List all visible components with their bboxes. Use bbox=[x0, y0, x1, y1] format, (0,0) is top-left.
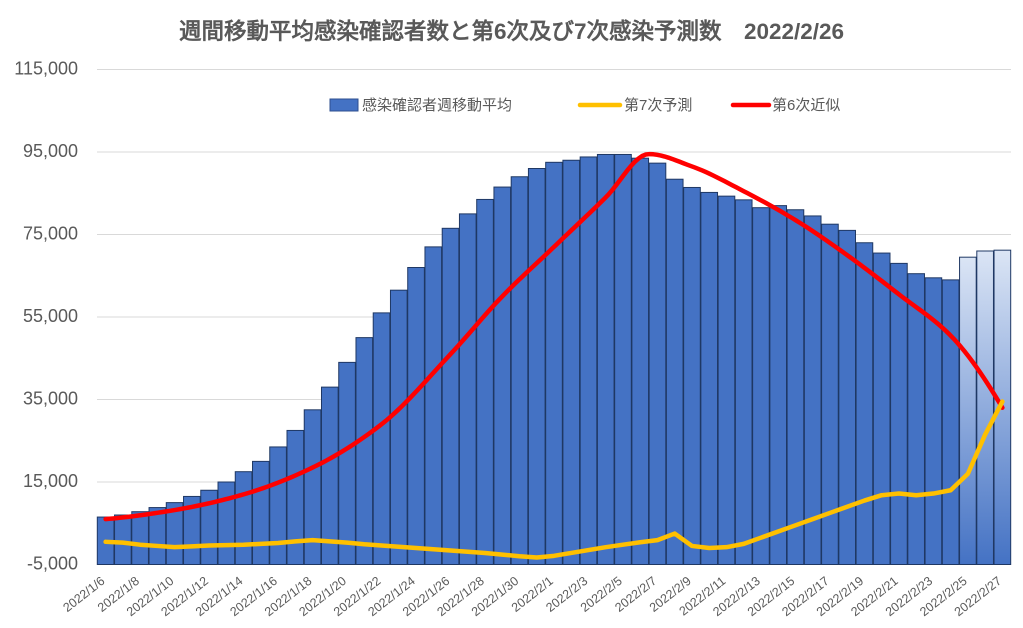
svg-text:第6次近似: 第6次近似 bbox=[772, 96, 840, 114]
svg-text:55,000: 55,000 bbox=[23, 306, 78, 326]
svg-text:第7次予測: 第7次予測 bbox=[624, 96, 692, 114]
svg-text:75,000: 75,000 bbox=[23, 224, 78, 244]
svg-text:感染確認者週移動平均: 感染確認者週移動平均 bbox=[362, 97, 512, 114]
svg-text:35,000: 35,000 bbox=[23, 389, 78, 409]
svg-text:-5,000: -5,000 bbox=[27, 554, 78, 574]
svg-text:95,000: 95,000 bbox=[23, 141, 78, 161]
svg-text:115,000: 115,000 bbox=[14, 59, 78, 79]
svg-text:15,000: 15,000 bbox=[23, 471, 78, 491]
